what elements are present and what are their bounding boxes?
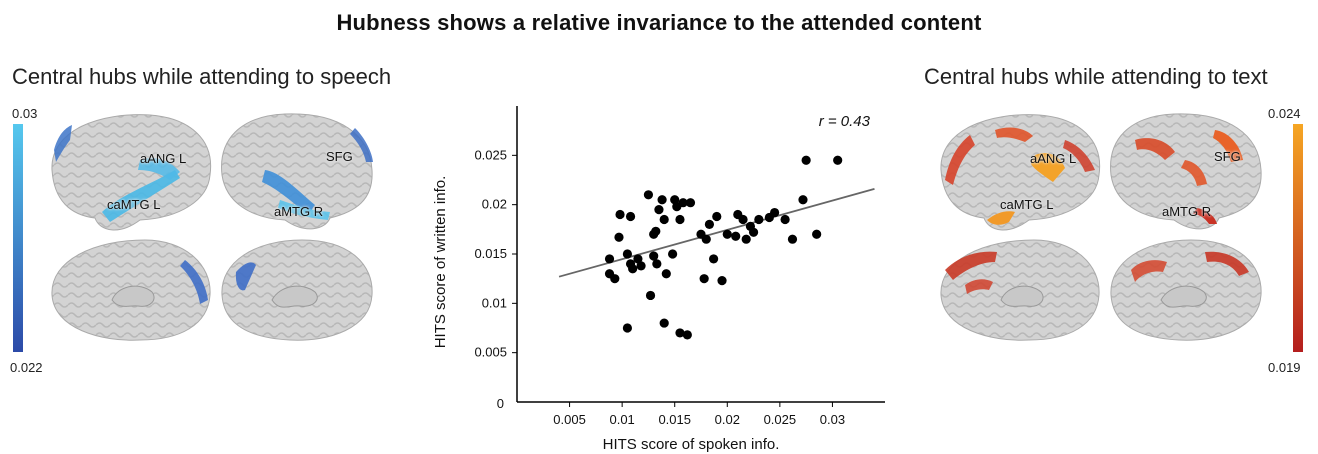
y-tick-label: 0.01 [482,295,507,310]
data-point [615,209,625,220]
left-colorbar [13,124,23,352]
x-tick-label: 0.015 [658,412,691,427]
data-point [722,229,732,239]
data-point [604,254,615,264]
data-point [712,211,722,222]
text-left-medial-brain [940,239,1100,341]
data-point [699,274,709,284]
data-point [738,214,748,225]
correlation-annotation: r = 0.43 [819,113,871,130]
right-brain-surfaces [940,113,1262,341]
text-right-medial-brain [1110,239,1262,341]
x-tick-label: 0.025 [764,412,797,427]
right-medial-brain [221,239,373,341]
data-point [812,229,822,239]
data-point [704,219,715,229]
data-point [833,155,843,165]
data-point [717,276,727,286]
x-tick-label: 0.005 [553,412,586,427]
right-colorbar-min: 0.019 [1268,360,1301,375]
text-right-lateral-brain [1110,113,1262,230]
right-label-aang: aANG L [1030,151,1077,166]
data-point [633,254,643,264]
data-point [731,231,741,241]
x-axis-label: HITS score of spoken info. [603,436,780,453]
right-panel-title: Central hubs while attending to text [924,64,1268,89]
data-point [659,214,669,225]
y-tick-label: 0.025 [474,147,507,162]
text-left-lateral-brain [940,114,1101,231]
scatter-chart: 0.005 0.01 0.015 0.02 0.025 0.03 0.005 0.01 0.01… [432,106,885,453]
data-point [678,198,688,208]
regression-line [558,188,875,278]
right-colorbar [1293,124,1303,352]
data-point [610,274,620,284]
right-label-camtg: caMTG L [1000,197,1054,212]
figure-title: Hubness shows a relative invariance to t… [336,10,982,35]
data-point [798,195,808,205]
y-tick-label: 0.015 [474,246,507,261]
right-label-amtg: aMTG R [1162,204,1212,219]
data-point [787,234,798,244]
data-point [668,249,678,259]
left-medial-brain [51,239,211,341]
data-point [701,234,711,244]
x-tick-label: 0.02 [715,412,740,427]
left-brain-surfaces [51,113,373,341]
data-point [675,214,685,225]
data-point [614,232,624,242]
data-point [622,323,632,333]
data-point [628,264,638,274]
y-tick-label: 0.005 [474,345,507,360]
left-label-sfg: SFG [326,149,353,164]
data-point [661,269,671,279]
data-point [670,195,680,205]
data-point [780,214,790,225]
data-point [657,195,667,205]
x-tick-label: 0.01 [609,412,634,427]
data-point [685,198,696,208]
data-point [649,251,659,261]
data-point [709,254,719,264]
origin-label: 0 [497,396,504,411]
data-point [748,227,759,237]
data-point [741,234,751,244]
data-point [625,211,636,222]
data-point [770,207,780,218]
left-colorbar-min: 0.022 [10,360,43,375]
data-point [801,155,811,165]
data-point [652,259,662,269]
data-point [659,318,669,328]
data-point [654,205,664,215]
left-colorbar-max: 0.03 [12,106,38,121]
right-label-sfg: SFG [1214,149,1241,164]
data-point [682,330,692,340]
data-point [675,328,685,338]
right-colorbar-max: 0.024 [1268,106,1301,121]
data-point [622,249,632,259]
x-tick-label: 0.03 [820,412,845,427]
data-point [643,190,654,200]
y-axis-label: HITS score of written info. [432,176,449,349]
left-label-amtg: aMTG R [274,204,324,219]
left-label-camtg: caMTG L [107,197,161,212]
left-lateral-brain [51,114,212,231]
data-point [651,226,661,236]
data-point [645,290,656,301]
y-tick-label: 0.02 [482,197,507,212]
right-lateral-brain [221,113,373,230]
data-point [636,261,646,271]
data-point [754,214,764,225]
left-panel-title: Central hubs while attending to speech [12,64,392,89]
left-label-aang: aANG L [140,151,187,166]
